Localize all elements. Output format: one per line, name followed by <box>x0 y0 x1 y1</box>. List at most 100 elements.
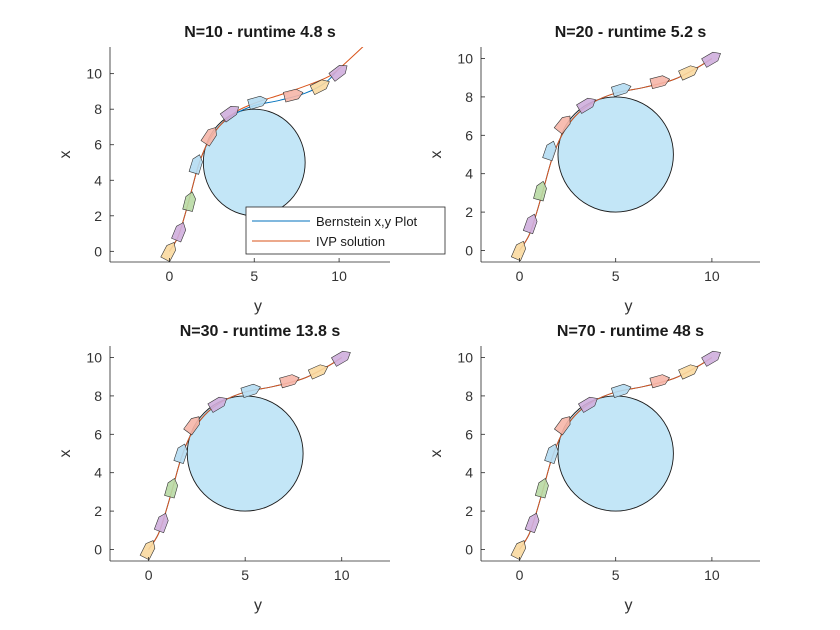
y-tick-label: 8 <box>465 89 473 105</box>
vehicle-marker <box>553 115 571 135</box>
x-axis-label: y <box>625 298 633 315</box>
y-tick-label: 0 <box>94 243 102 259</box>
vehicle-marker <box>282 88 304 103</box>
y-tick-label: 0 <box>465 242 473 258</box>
x-tick-label: 0 <box>165 268 173 284</box>
subplot-3: 0 5 10 0 2 4 6 8 10 N=30 - runtime 13.8 s y x <box>57 323 390 614</box>
y-tick-label: 4 <box>94 172 102 188</box>
vehicle-marker <box>701 51 721 68</box>
x-axis-label: y <box>625 597 633 614</box>
vehicle-marker <box>524 512 540 534</box>
y-tick-label: 10 <box>86 66 102 82</box>
vehicle-marker <box>331 350 351 367</box>
vehicle-marker <box>219 106 240 123</box>
y-axis-label: x <box>428 450 445 458</box>
x-axis-label: y <box>254 597 262 614</box>
y-tick-label: 10 <box>86 350 102 366</box>
y-tick-label: 4 <box>94 465 102 481</box>
y-tick-label: 10 <box>457 51 473 67</box>
subplot-2: 0 5 10 0 2 4 6 8 10 N=20 - runtime 5.2 s y x <box>428 24 760 315</box>
obstacle-circle <box>186 395 304 512</box>
y-tick-label: 0 <box>94 541 102 557</box>
obstacle-circle <box>557 96 674 213</box>
plot-area <box>510 51 721 262</box>
vehicle-marker <box>542 140 557 162</box>
legend-label: IVP solution <box>316 234 385 249</box>
vehicle-marker <box>153 512 169 534</box>
y-tick-label: 2 <box>465 204 473 220</box>
vehicle-marker <box>307 364 329 380</box>
vehicle-marker <box>678 364 699 380</box>
vehicle-marker <box>610 383 632 399</box>
legend: Bernstein x,y Plot IVP solution <box>245 206 446 255</box>
vehicle-marker <box>553 416 571 436</box>
y-tick-label: 10 <box>457 350 473 366</box>
vehicle-marker <box>534 477 549 499</box>
plot-area <box>510 350 721 561</box>
x-tick-label: 10 <box>704 567 720 583</box>
vehicle-marker <box>610 82 632 98</box>
vehicle-marker <box>188 154 203 175</box>
vehicle-marker <box>247 95 268 110</box>
vehicle-marker <box>183 416 200 436</box>
vehicle-marker <box>139 540 156 561</box>
subplot-title: N=70 - runtime 48 s <box>557 323 704 340</box>
vehicle-marker <box>328 65 348 82</box>
legend-box <box>245 206 446 255</box>
ivp-line <box>519 357 713 550</box>
x-tick-label: 10 <box>331 268 347 284</box>
obstacle-circle <box>202 108 306 217</box>
subplot-title: N=30 - runtime 13.8 s <box>180 323 341 340</box>
x-tick-label: 5 <box>612 567 620 583</box>
vehicle-marker <box>173 443 188 465</box>
x-axis-label: y <box>254 298 262 315</box>
x-tick-label: 10 <box>704 268 720 284</box>
x-tick-label: 10 <box>334 567 350 583</box>
y-axis-label: x <box>428 151 445 159</box>
y-axis-label: x <box>57 450 74 458</box>
x-tick-label: 5 <box>612 268 620 284</box>
vehicle-marker <box>649 374 671 389</box>
vehicle-marker <box>701 350 721 367</box>
y-tick-label: 4 <box>465 166 473 182</box>
subplot-title: N=20 - runtime 5.2 s <box>555 24 707 41</box>
y-tick-label: 2 <box>94 208 102 224</box>
vehicle-marker <box>510 240 526 262</box>
x-tick-label: 5 <box>241 567 249 583</box>
vehicle-marker <box>279 374 300 389</box>
vehicle-marker <box>678 65 699 81</box>
plot-area <box>139 350 351 561</box>
x-tick-label: 0 <box>516 268 524 284</box>
vehicle-marker <box>649 75 671 89</box>
subplot-4: 0 5 10 0 2 4 6 8 10 N=70 - runtime 48 s y x <box>428 323 760 614</box>
vehicle-marker <box>576 97 596 114</box>
x-tick-label: 0 <box>516 567 524 583</box>
vehicle-marker <box>164 477 178 499</box>
y-tick-label: 8 <box>94 101 102 117</box>
y-tick-label: 2 <box>94 503 102 519</box>
y-axis-label: x <box>57 151 74 159</box>
obstacle-circle <box>557 395 674 512</box>
ivp-line <box>519 58 713 251</box>
y-tick-label: 6 <box>465 426 473 442</box>
legend-label: Bernstein x,y Plot <box>316 214 418 229</box>
y-tick-label: 8 <box>465 388 473 404</box>
vehicle-marker <box>171 222 187 243</box>
vehicle-marker <box>160 242 176 262</box>
ivp-line <box>148 357 342 550</box>
vehicle-marker <box>200 127 217 147</box>
vehicle-marker <box>578 396 598 413</box>
vehicle-marker <box>544 443 559 465</box>
y-tick-label: 4 <box>465 465 473 481</box>
y-tick-label: 0 <box>465 541 473 557</box>
vehicle-marker <box>510 540 527 561</box>
y-tick-label: 6 <box>94 426 102 442</box>
vehicle-marker <box>182 191 196 212</box>
vehicle-marker <box>240 383 261 399</box>
plot-area <box>160 47 364 262</box>
y-tick-label: 6 <box>465 127 473 143</box>
vehicle-marker <box>533 180 547 202</box>
vehicle-marker <box>207 396 228 413</box>
x-tick-label: 5 <box>250 268 258 284</box>
